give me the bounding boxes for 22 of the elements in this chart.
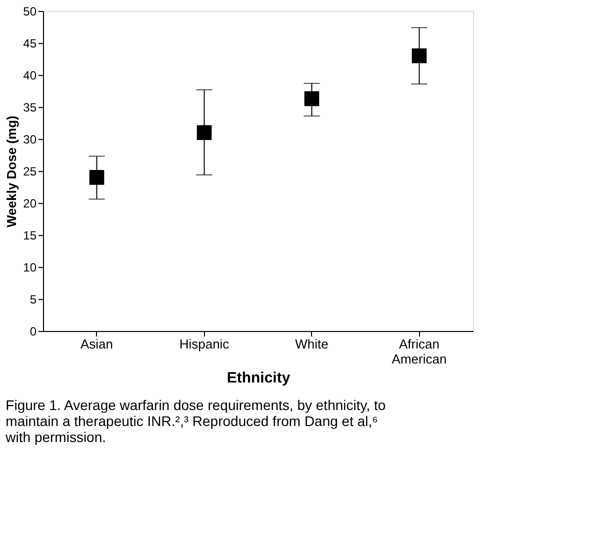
y-tick-label: 15 [23, 228, 37, 242]
x-tick-label: Hispanic [179, 336, 230, 352]
y-tick-label: 30 [23, 132, 37, 146]
y-tick-label: 50 [23, 4, 37, 18]
caption: Figure 1. Average warfarin dose requirements, by ethnicity, to maintain a therapeutic INR.²,³ Reproduced from Dang et al,⁶ with permission. [4, 397, 386, 445]
x-tick-label: White [295, 336, 328, 352]
y-tick-label: 40 [23, 68, 37, 82]
y-tick-label: 45 [23, 36, 37, 50]
x-tick-label: Asian [80, 336, 114, 352]
y-tick-label: 5 [30, 292, 37, 306]
point [412, 48, 427, 64]
y-tick-label: 35 [23, 100, 37, 114]
point [196, 125, 212, 140]
x-tick-label: African American [392, 336, 447, 366]
point [304, 91, 320, 106]
y-axis-title: Weekly Dose (mg) [4, 116, 20, 228]
x-axis-title: Ethnicity [226, 370, 291, 386]
y-tick-label: 10 [23, 260, 37, 274]
y-tick-label: 0 [30, 324, 37, 338]
y-tick-label: 20 [23, 196, 37, 210]
y-tick-label: 25 [23, 164, 37, 178]
point [89, 170, 104, 185]
